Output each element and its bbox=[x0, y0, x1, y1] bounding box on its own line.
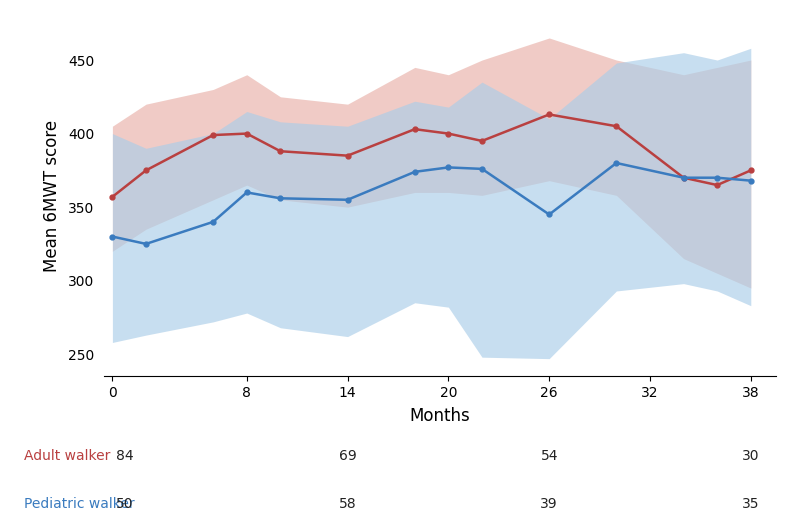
Text: 58: 58 bbox=[338, 497, 357, 510]
Text: 35: 35 bbox=[742, 497, 759, 510]
Y-axis label: Mean 6MWT score: Mean 6MWT score bbox=[43, 120, 61, 272]
Text: 69: 69 bbox=[338, 449, 357, 463]
Text: 30: 30 bbox=[742, 449, 759, 463]
Text: Pediatric walker: Pediatric walker bbox=[24, 497, 134, 510]
Text: 50: 50 bbox=[117, 497, 134, 510]
Text: 54: 54 bbox=[541, 449, 558, 463]
Text: 39: 39 bbox=[540, 497, 558, 510]
Text: Adult walker: Adult walker bbox=[24, 449, 110, 463]
X-axis label: Months: Months bbox=[410, 407, 470, 425]
Text: 84: 84 bbox=[117, 449, 134, 463]
